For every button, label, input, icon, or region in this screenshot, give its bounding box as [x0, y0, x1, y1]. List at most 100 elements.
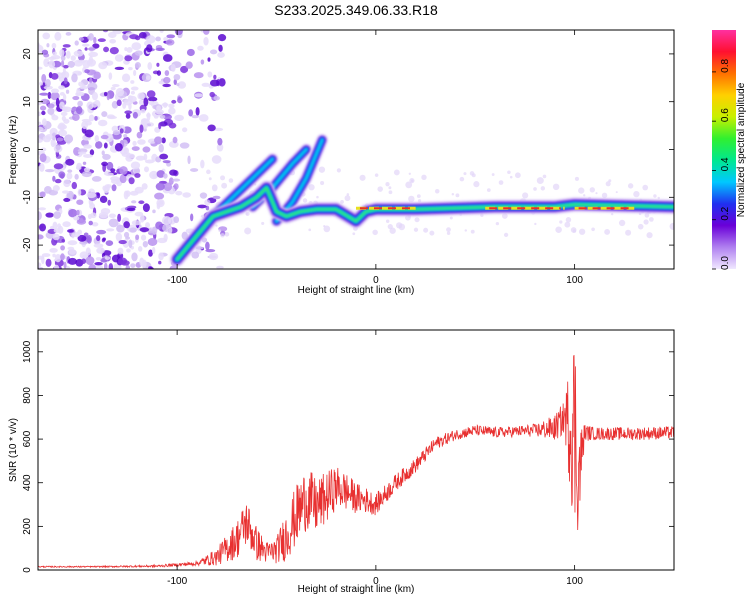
noise-blob	[503, 232, 509, 238]
noise-blob	[190, 213, 194, 222]
noise-blob	[320, 180, 325, 186]
noise-blob	[109, 38, 117, 44]
snr-series-line	[38, 355, 674, 569]
noise-blob	[52, 233, 60, 241]
noise-blob	[47, 91, 52, 100]
noise-blob	[54, 31, 62, 41]
snr-x-tick-label: 0	[373, 576, 379, 587]
noise-blob	[130, 80, 135, 84]
noise-blob	[108, 213, 116, 218]
noise-blob	[99, 195, 108, 204]
noise-blob	[81, 121, 89, 130]
noise-blob	[540, 186, 546, 191]
noise-blob	[94, 262, 103, 266]
noise-blob	[74, 40, 79, 46]
noise-blob	[191, 114, 200, 119]
noise-blob	[188, 109, 194, 117]
noise-blob	[77, 234, 87, 242]
noise-blob	[96, 235, 101, 242]
noise-blob	[109, 46, 119, 55]
noise-blob	[180, 65, 189, 74]
noise-blob	[203, 30, 210, 35]
noise-blob	[38, 121, 42, 126]
noise-blob	[59, 101, 65, 110]
noise-blob	[72, 113, 80, 121]
noise-blob	[374, 173, 379, 177]
noise-blob	[62, 93, 67, 101]
noise-blob	[67, 60, 75, 68]
noise-blob	[38, 163, 45, 172]
noise-blob	[103, 91, 108, 97]
noise-blob	[146, 112, 151, 122]
noise-blob	[534, 222, 537, 226]
noise-blob	[216, 143, 224, 152]
noise-blob	[159, 30, 164, 34]
noise-blob	[155, 47, 165, 51]
noise-blob	[653, 194, 657, 198]
noise-blob	[172, 136, 178, 144]
noise-blob	[143, 153, 148, 161]
noise-blob	[159, 121, 168, 127]
noise-blob	[429, 230, 435, 236]
noise-blob	[143, 166, 150, 173]
noise-blob	[158, 260, 162, 265]
noise-blob	[74, 173, 79, 180]
noise-blob	[158, 200, 164, 205]
noise-blob	[90, 212, 97, 219]
noise-blob	[154, 192, 165, 200]
snr-y-tick-label: 0	[22, 567, 33, 573]
noise-blob	[604, 229, 611, 235]
noise-blob	[71, 181, 78, 190]
noise-blob	[39, 92, 49, 96]
noise-blob	[385, 182, 390, 187]
noise-blob	[86, 234, 92, 244]
noise-blob	[405, 181, 413, 189]
noise-blob	[40, 98, 50, 105]
colorbar-label: Normalized spectral amplitude	[736, 82, 747, 217]
noise-blob	[106, 228, 115, 232]
noise-blob	[44, 78, 51, 88]
noise-blob	[76, 209, 80, 216]
noise-blob	[610, 212, 614, 216]
noise-blob	[43, 85, 53, 90]
noise-blob	[455, 193, 460, 198]
noise-blob	[578, 187, 585, 194]
noise-blob	[59, 91, 65, 96]
noise-blob	[114, 54, 124, 62]
noise-blob	[73, 215, 80, 221]
noise-blob	[53, 144, 63, 153]
noise-blob	[147, 238, 158, 246]
noise-blob	[393, 169, 400, 176]
noise-blob	[138, 200, 145, 205]
noise-blob	[218, 229, 222, 232]
noise-blob	[38, 207, 47, 211]
noise-blob	[552, 183, 560, 191]
noise-blob	[101, 111, 108, 118]
noise-blob	[63, 64, 69, 69]
noise-blob	[92, 43, 100, 49]
noise-blob	[49, 248, 58, 253]
noise-blob	[473, 181, 480, 188]
noise-blob	[173, 78, 177, 85]
spectrogram-noise-field	[38, 30, 674, 269]
noise-blob	[173, 183, 179, 190]
noise-blob	[175, 190, 183, 196]
noise-blob	[495, 221, 500, 226]
noise-blob	[137, 92, 146, 100]
noise-blob	[129, 34, 139, 40]
noise-blob	[308, 184, 315, 191]
noise-blob	[47, 56, 57, 61]
noise-blob	[205, 241, 210, 251]
noise-blob	[75, 165, 82, 171]
noise-blob	[96, 247, 105, 254]
noise-blob	[564, 221, 571, 228]
noise-blob	[133, 69, 137, 77]
noise-blob	[228, 178, 234, 183]
spectrogram-y-tick-label: 10	[22, 96, 33, 108]
noise-blob	[111, 100, 119, 109]
noise-blob	[43, 58, 50, 68]
noise-blob	[67, 229, 74, 233]
noise-blob	[76, 87, 81, 97]
